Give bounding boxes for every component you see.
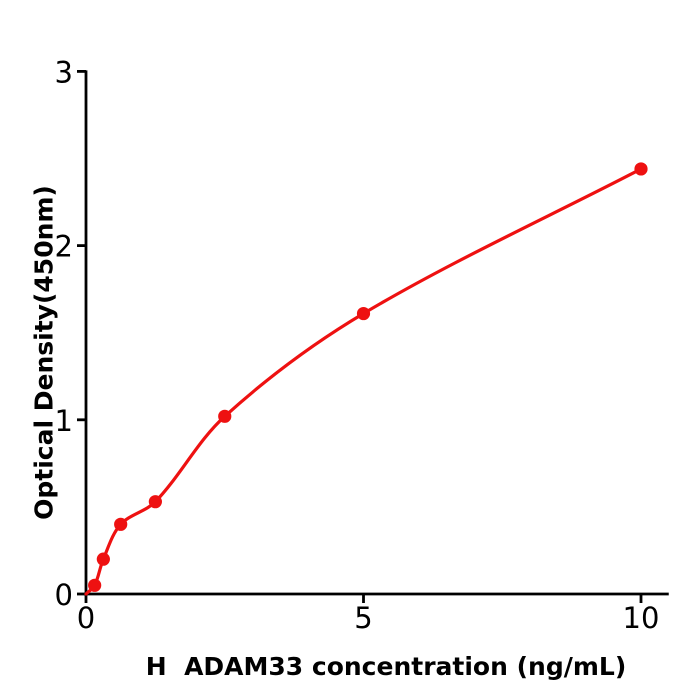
x-tick-label: 5 <box>354 601 372 635</box>
data-point <box>114 517 128 531</box>
data-point <box>218 409 232 423</box>
fit-curve <box>84 167 643 596</box>
y-axis-title: Optical Density(450nm) <box>29 185 59 520</box>
x-axis-title: H ADAM33 concentration (ng/mL) <box>145 652 627 681</box>
data-point <box>88 578 102 592</box>
y-tick-label: 2 <box>55 230 73 264</box>
x-tick-label: 10 <box>623 601 660 635</box>
y-tick-label: 3 <box>55 55 73 89</box>
data-point <box>148 495 162 509</box>
data-point <box>96 552 110 566</box>
data-point <box>634 162 648 176</box>
data-point <box>356 306 371 321</box>
y-tick-label: 0 <box>55 578 73 612</box>
x-tick-label: 0 <box>77 601 95 635</box>
y-tick-label: 1 <box>55 404 73 438</box>
